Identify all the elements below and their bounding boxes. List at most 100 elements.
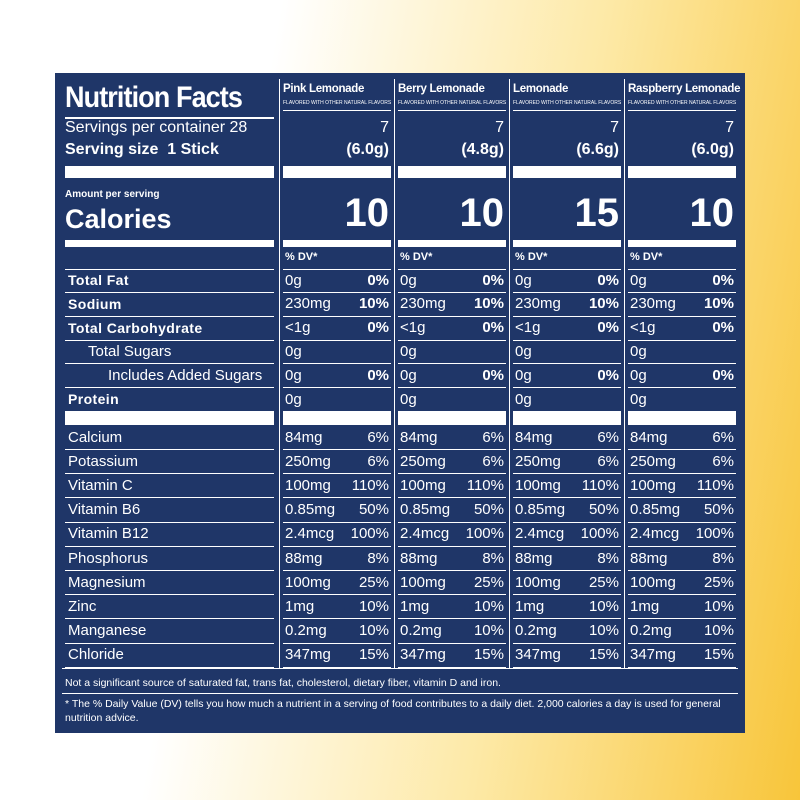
row-rule xyxy=(628,339,736,341)
amount: 100mg xyxy=(515,476,561,494)
row-rule xyxy=(513,449,621,450)
row-rule xyxy=(398,473,506,475)
row-rule xyxy=(398,666,506,668)
row-rule xyxy=(398,387,506,389)
daily-value: 8% xyxy=(597,549,619,567)
row-rule xyxy=(628,269,736,270)
row-rule xyxy=(513,570,621,571)
row-rule xyxy=(513,642,621,644)
calories-label: Calories xyxy=(65,203,172,234)
thick-rule xyxy=(513,240,621,247)
daily-value: 110% xyxy=(466,476,504,494)
serving-size: (6.6g) xyxy=(576,141,619,158)
amount: 0g xyxy=(515,271,532,289)
row-rule xyxy=(65,387,274,389)
amount: 0g xyxy=(400,366,417,384)
daily-value: 50% xyxy=(473,501,504,519)
row-rule xyxy=(65,618,274,620)
row-rule xyxy=(283,642,391,644)
amount: 100mg xyxy=(285,476,331,494)
amount: 347mg xyxy=(285,646,331,664)
row-rule xyxy=(65,449,274,450)
product-subtitle: FLAVORED WITH OTHER NATURAL FLAVORS xyxy=(628,99,737,106)
daily-value: 0% xyxy=(367,319,389,337)
daily-value: 25% xyxy=(473,573,504,591)
amount: 88mg xyxy=(400,549,438,567)
product-name: Pink Lemonade xyxy=(283,83,365,96)
amount: 100mg xyxy=(400,476,446,494)
row-rule xyxy=(513,618,621,620)
daily-value: 100% xyxy=(580,525,619,543)
product-name: Raspberry Lemonade xyxy=(628,83,741,96)
amount: 100mg xyxy=(515,573,561,591)
daily-value: 50% xyxy=(703,501,734,519)
daily-value: 10% xyxy=(358,295,389,313)
title: Nutrition Facts xyxy=(65,81,243,114)
row-rule xyxy=(283,339,391,341)
row-rule xyxy=(283,449,391,450)
calories: 15 xyxy=(574,191,620,235)
nutrient-label: Total Carbohydrate xyxy=(68,319,203,336)
servings: 7 xyxy=(610,119,619,136)
dv-header: % DV* xyxy=(630,250,663,263)
servings: 7 xyxy=(495,119,504,136)
daily-value: 6% xyxy=(712,428,734,446)
amount: 230mg xyxy=(400,295,446,313)
row-rule xyxy=(628,497,736,499)
amount: 88mg xyxy=(630,549,668,567)
amount: 2.4mcg xyxy=(400,525,450,543)
daily-value: 0% xyxy=(482,271,504,289)
rule xyxy=(398,110,506,111)
row-rule xyxy=(398,570,506,571)
daily-value: 8% xyxy=(367,549,389,567)
row-rule xyxy=(628,594,736,596)
rule xyxy=(62,693,738,694)
nutrient-label: Potassium xyxy=(68,452,139,470)
row-rule xyxy=(513,521,621,523)
row-rule xyxy=(513,545,621,547)
product-name: Lemonade xyxy=(513,83,569,96)
row-rule xyxy=(628,521,736,523)
column-divider xyxy=(394,79,395,668)
thick-rule xyxy=(65,411,274,425)
daily-value: 10% xyxy=(473,295,504,313)
nutrient-label: Chloride xyxy=(68,646,124,664)
daily-value: 100% xyxy=(695,525,734,543)
daily-value: 10% xyxy=(703,295,734,313)
amount: 88mg xyxy=(515,549,553,567)
daily-value: 10% xyxy=(358,622,389,640)
row-rule xyxy=(628,570,736,571)
row-rule xyxy=(398,594,506,596)
amount: 88mg xyxy=(285,549,323,567)
row-rule xyxy=(513,315,621,317)
row-rule xyxy=(513,594,621,596)
product-name: Berry Lemonade xyxy=(398,83,485,96)
product-subtitle: FLAVORED WITH OTHER NATURAL FLAVORS xyxy=(513,99,622,106)
nutrient-label: Sodium xyxy=(68,295,122,312)
daily-value: 6% xyxy=(482,428,504,446)
product-subtitle: FLAVORED WITH OTHER NATURAL FLAVORS xyxy=(398,99,507,106)
amount: 0g xyxy=(400,271,417,289)
row-rule xyxy=(283,473,391,475)
row-rule xyxy=(398,618,506,620)
serving-size: (6.0g) xyxy=(346,141,389,158)
amount: 0g xyxy=(630,342,647,360)
row-rule xyxy=(513,666,621,668)
amount: 2.4mcg xyxy=(285,525,335,543)
row-rule xyxy=(283,363,391,365)
daily-value: 10% xyxy=(703,597,734,615)
daily-value: 0% xyxy=(597,319,619,337)
row-rule xyxy=(513,269,621,270)
row-rule xyxy=(628,449,736,450)
row-rule xyxy=(628,473,736,475)
rule xyxy=(62,668,738,669)
amount: 230mg xyxy=(285,295,331,313)
rule xyxy=(65,117,274,119)
row-rule xyxy=(65,339,274,341)
row-rule xyxy=(283,269,391,270)
daily-value: 15% xyxy=(358,646,389,664)
serving-size: (4.8g) xyxy=(461,141,504,158)
daily-value: 10% xyxy=(473,597,504,615)
daily-value: 10% xyxy=(588,295,619,313)
